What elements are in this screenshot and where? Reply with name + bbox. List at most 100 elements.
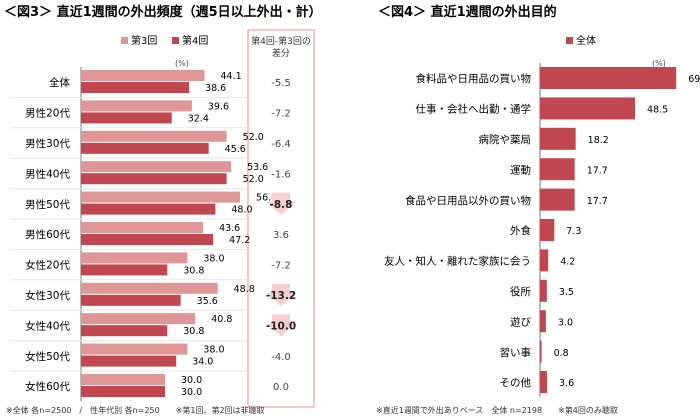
chart4-category-label: 食品や日用品以外の買い物 [405,194,531,207]
diff-value: -7.2 [271,261,291,272]
bar-round3 [81,252,188,264]
bar-round4 [81,325,168,337]
diff-header-line1: 第4回-第3回の [251,35,311,47]
bar-round4 [81,386,165,397]
bar-round3 [81,70,205,81]
chart3-title: ＜図3＞ 直近1週間の外出頻度（週5日以上外出・計） [4,4,322,20]
legend-label-round3: 第3回 [131,34,157,47]
bar-round4 [81,112,172,124]
diff-value: -4.0 [271,352,291,363]
chart4-title: ＜図4＞ 直近1週間の外出目的 [378,4,557,20]
value-label-round4: 30.0 [181,387,202,398]
bar-purpose [540,371,548,393]
bar-round4 [81,234,214,245]
bar-purpose [540,340,542,363]
chart3-category-label: 男性20代 [25,107,70,120]
bar-purpose [540,97,636,120]
bar-round3 [81,191,241,203]
bar-round3 [81,100,192,112]
chart3-category-label: 女性40代 [25,319,70,332]
value-label-round3: 38.0 [203,345,224,356]
diff-value: 0.0 [273,382,289,393]
chart3-category-label: 全体 [49,76,70,89]
value-label-round3: 43.6 [219,223,240,234]
legend-swatch-round3 [121,37,128,44]
legend-swatch-round4 [172,37,179,44]
chart4-category-label: その他 [500,376,532,389]
bar-round4 [81,142,209,154]
legend-swatch-overall [566,37,573,44]
value-label-purpose: 17.7 [587,196,608,207]
diff-value: -6.4 [271,139,291,150]
chart4-unit: (%) [652,59,666,68]
bar-purpose [540,67,677,89]
value-label-round4: 32.4 [188,113,209,124]
bar-purpose [540,188,575,211]
value-label-round4: 30.8 [183,326,204,337]
bar-round3 [81,313,196,325]
value-label-round4: 34.0 [192,357,213,368]
chart3-category-label: 女性30代 [25,289,70,302]
value-label-purpose: 3.0 [558,317,573,328]
bar-round4 [81,173,227,185]
value-label-round4: 47.2 [229,235,250,246]
chart4-category-label: 友人・知人・離れた家族に会う [384,255,531,268]
value-label-round3: 30.0 [181,375,202,386]
bar-round4 [81,82,190,93]
chart3-note: ※全体 各n=2500 / 性年代別 各n=250 ※第1回、第2回は非聴取 [6,405,265,415]
bar-round3 [81,222,204,233]
value-label-round4: 35.6 [197,296,218,307]
chart4-category-label: 外食 [510,224,531,237]
chart4-category-label: 仕事・会社へ出勤・通学 [416,103,532,116]
value-label-round4: 48.0 [231,205,252,216]
value-label-purpose: 17.7 [587,165,608,176]
value-label-round4: 38.6 [205,83,226,94]
value-label-purpose: 7.3 [566,226,581,237]
value-label-round3: 48.8 [234,284,255,295]
value-label-purpose: 18.2 [588,135,609,146]
bar-round4 [81,294,181,306]
diff-value: -5.5 [271,78,291,89]
value-label-round4: 30.8 [183,265,204,276]
value-label-purpose: 69.5 [688,74,700,85]
value-label-round3: 53.6 [247,162,268,173]
chart4-category-label: 病院や薬局 [479,133,532,146]
diff-value: 3.6 [273,230,289,241]
chart3-category-label: 男性30代 [25,137,70,150]
chart4-category-label: 運動 [510,163,531,176]
value-label-round3: 44.1 [220,71,241,82]
bar-round3 [81,161,232,173]
legend-label-overall: 全体 [576,34,596,47]
value-label-purpose: 4.2 [560,257,575,268]
chart3-category-label: 女性60代 [25,380,70,393]
diff-value: -7.2 [271,109,291,120]
chart4-category-label: 遊び [510,315,531,328]
value-label-purpose: 3.5 [559,287,574,298]
value-label-round3: 52.0 [243,132,264,143]
bar-purpose [540,158,575,181]
bar-purpose [540,219,555,241]
value-label-round3: 39.6 [208,101,229,112]
diff-value: -13.2 [266,290,296,302]
bar-round4 [81,264,168,276]
decrease-arrow-icon [266,314,296,337]
value-label-round3: 56.8 [256,193,277,204]
value-label-round3: 38.0 [203,253,224,264]
legend-label-round4: 第4回 [182,34,208,47]
bar-round4 [81,355,177,367]
bar-purpose [540,279,547,302]
bar-round3 [81,282,218,294]
chart4-category-label: 習い事 [500,346,532,359]
bar-purpose [540,310,546,333]
bar-purpose [540,249,549,272]
bar-purpose [540,127,576,150]
value-label-round4: 45.6 [225,144,246,155]
chart3-unit: (%) [175,59,189,68]
bar-round4 [81,203,216,215]
value-label-purpose: 0.8 [554,348,569,359]
value-label-purpose: 3.6 [559,378,574,389]
diff-header-line2: 差分 [272,47,290,59]
chart3-category-label: 男性40代 [25,167,70,180]
chart3-category-label: 男性60代 [25,228,70,241]
